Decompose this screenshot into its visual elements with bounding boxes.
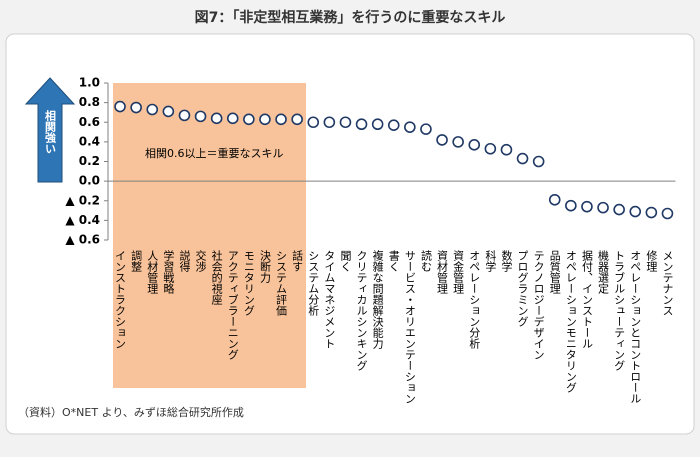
point bbox=[323, 116, 336, 129]
point bbox=[371, 118, 384, 131]
point bbox=[291, 113, 303, 126]
annotation: 相関0.6以上＝重要なスキル bbox=[145, 146, 284, 160]
point bbox=[339, 116, 352, 129]
x-tick-label: システム分析 bbox=[307, 250, 320, 317]
y-tick-label: 1.0 bbox=[79, 76, 100, 90]
highlight-region bbox=[113, 83, 306, 388]
x-tick-label: 複雑な問題解決能力 bbox=[371, 249, 384, 349]
x-tick-label: モニタリング bbox=[242, 250, 255, 316]
point bbox=[436, 134, 448, 146]
y-tick-label: ▲ 0.6 bbox=[65, 233, 100, 247]
arrow-label: 相関強い bbox=[44, 109, 57, 154]
y-tick-label: 0.0 bbox=[79, 174, 100, 188]
y-tick-label: 0.8 bbox=[79, 95, 100, 109]
x-tick-label: 決断力 bbox=[258, 250, 271, 283]
x-tick-label: テクノロジーデザイン bbox=[532, 250, 545, 360]
panel bbox=[5, 33, 695, 435]
point bbox=[226, 112, 239, 125]
y-tick-label: 0.6 bbox=[79, 115, 100, 129]
x-tick-label: 説得 bbox=[178, 249, 191, 272]
x-tick-label: 交渉 bbox=[194, 249, 207, 273]
x-tick-label: インストラクション bbox=[114, 250, 127, 349]
point bbox=[581, 200, 593, 213]
x-tick-label: メンテナンス bbox=[661, 250, 674, 316]
x-tick-label: タイムマネジメント bbox=[323, 250, 336, 349]
point bbox=[500, 143, 513, 156]
point bbox=[404, 121, 416, 133]
point bbox=[355, 118, 368, 131]
x-tick-label: 品質管理 bbox=[548, 250, 561, 294]
x-tick-label: 数学 bbox=[500, 250, 513, 272]
point bbox=[194, 110, 207, 123]
x-tick-label: オペレーションとコントロール bbox=[629, 250, 642, 404]
source-note: （資料）O*NET より、みずほ総合研究所作成 bbox=[18, 405, 244, 419]
y-tick-label: ▲ 0.4 bbox=[65, 213, 100, 227]
x-tick-label: 機器選定 bbox=[597, 249, 610, 295]
x-tick-label: 科学 bbox=[484, 249, 497, 272]
point bbox=[162, 105, 175, 118]
point bbox=[661, 207, 674, 220]
point bbox=[516, 152, 529, 165]
point bbox=[629, 205, 642, 218]
point bbox=[130, 101, 142, 114]
chart-title: 図7：「非定型相互業務」を行うのに重要なスキル bbox=[195, 9, 506, 26]
x-tick-label: 聞く bbox=[339, 250, 352, 272]
point bbox=[468, 139, 481, 151]
point bbox=[146, 103, 159, 116]
point bbox=[420, 123, 432, 135]
point bbox=[387, 119, 400, 131]
x-tick-label: 資金管理 bbox=[452, 250, 465, 294]
x-tick-label: 据付、インストール bbox=[580, 249, 593, 349]
point bbox=[484, 142, 497, 155]
x-tick-label: 資材管理 bbox=[436, 250, 449, 294]
y-tick-label: ▲ 0.2 bbox=[65, 193, 100, 207]
x-tick-label: プログラミング bbox=[516, 250, 529, 327]
x-tick-label: トラブルシューティング bbox=[613, 250, 626, 371]
x-tick-label: オペレーションモニタリング bbox=[564, 250, 577, 393]
point bbox=[243, 113, 255, 126]
x-tick-label: オペレーション分析 bbox=[468, 250, 481, 350]
y-tick-label: 0.2 bbox=[79, 154, 100, 168]
x-tick-label: 調整 bbox=[130, 249, 143, 272]
x-tick-label: システム評価 bbox=[275, 250, 288, 316]
x-tick-label: 読む bbox=[419, 249, 432, 272]
point bbox=[532, 155, 545, 168]
x-tick-label: アクティブラーニング bbox=[226, 250, 239, 360]
x-tick-label: サービス・オリエンテーション bbox=[403, 250, 416, 404]
point bbox=[178, 109, 191, 122]
x-tick-label: 社会的視座 bbox=[210, 249, 223, 305]
x-tick-label: 修理 bbox=[645, 249, 658, 272]
arrow bbox=[24, 77, 76, 183]
x-tick-label: 学習戦略 bbox=[162, 249, 175, 295]
point bbox=[452, 136, 464, 148]
point bbox=[275, 113, 287, 126]
point bbox=[597, 201, 609, 214]
point bbox=[645, 206, 658, 219]
point bbox=[613, 203, 625, 216]
point bbox=[307, 116, 320, 129]
point bbox=[548, 193, 561, 206]
point bbox=[259, 113, 271, 126]
x-tick-label: 書く bbox=[387, 249, 400, 272]
x-tick-label: 人材管理 bbox=[146, 250, 159, 294]
y-tick-label: 0.4 bbox=[79, 134, 100, 148]
x-tick-label: 話す bbox=[291, 249, 304, 272]
point bbox=[210, 112, 223, 125]
x-tick-label: クリティカルシンキング bbox=[355, 250, 368, 371]
point bbox=[565, 199, 577, 212]
point bbox=[114, 100, 126, 113]
